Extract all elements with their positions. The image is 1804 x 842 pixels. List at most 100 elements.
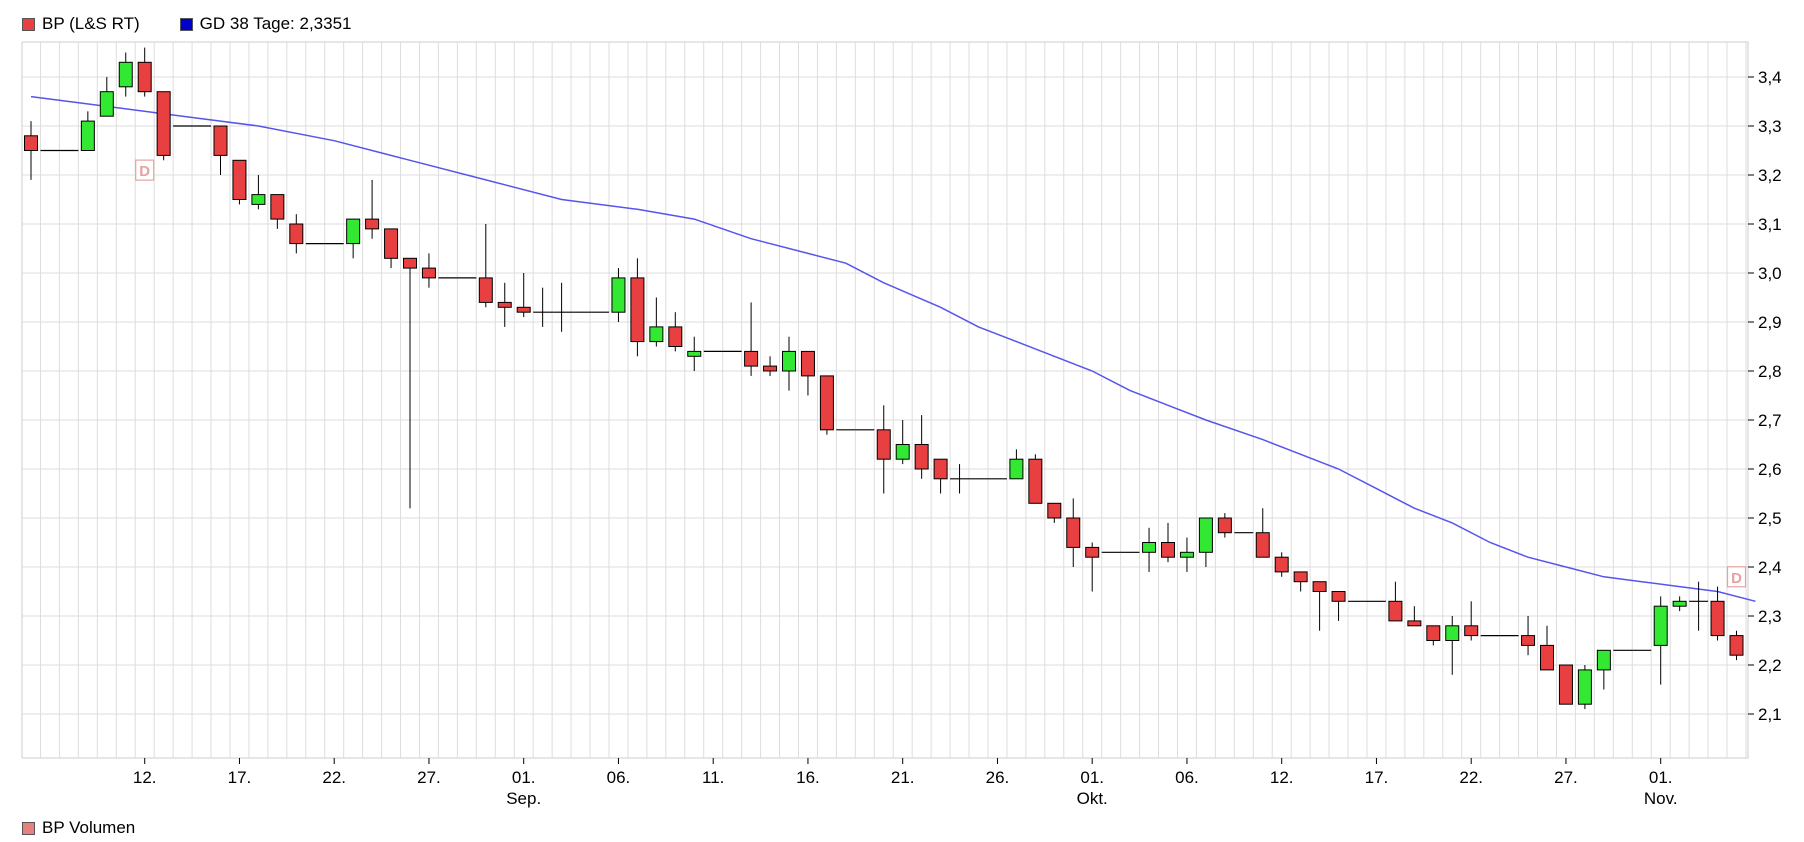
legend-swatch-ma (179, 17, 193, 31)
candle-body (156, 91, 171, 156)
candle-body (1540, 644, 1554, 671)
candle-body (1161, 542, 1175, 558)
candle-body (876, 429, 891, 460)
candle-body (213, 125, 228, 156)
candle-body (1255, 532, 1270, 558)
candle-body (1672, 600, 1687, 607)
candle-body (1047, 502, 1062, 519)
x-tick-label: 27. (417, 768, 441, 787)
candle-body (1331, 591, 1346, 602)
candle-body (232, 159, 247, 201)
y-tick-label: 3,2 (1758, 166, 1782, 185)
candle-body (118, 61, 133, 88)
candle-body (137, 61, 152, 93)
y-tick-label: 2,2 (1758, 656, 1782, 675)
y-tick-label: 2,7 (1758, 411, 1782, 430)
candle-body (1142, 542, 1157, 553)
candle-body (99, 91, 114, 117)
volume-legend[interactable]: BP Volumen (22, 818, 135, 838)
x-tick-month-label: Nov. (1644, 789, 1678, 808)
candle-body (1729, 635, 1744, 656)
candle-body (1388, 600, 1403, 622)
candle-body (1464, 625, 1479, 637)
candle-body (668, 326, 683, 347)
candle-body (1028, 458, 1043, 504)
x-tick-label: 27. (1554, 768, 1578, 787)
candle-body (1198, 517, 1213, 553)
chart-legend: BP (L&S RT) GD 38 Tage: 2,3351 (22, 14, 352, 34)
candle-body (819, 375, 834, 431)
candle-body (895, 444, 910, 460)
x-tick-month-label: Okt. (1077, 789, 1108, 808)
candle-body (800, 350, 815, 377)
candle-body (1407, 620, 1422, 627)
candle-body (251, 194, 266, 205)
dividend-marker (135, 159, 155, 181)
candle-body (1179, 551, 1194, 558)
candle-body (1521, 635, 1536, 646)
ma-line (30, 95, 1756, 603)
candle-body (1066, 517, 1081, 548)
x-tick-label: 17. (1365, 768, 1389, 787)
y-tick-label: 2,1 (1758, 705, 1782, 724)
x-tick-label: 01. (512, 768, 536, 787)
candle-body (80, 120, 95, 151)
candle-body (270, 194, 285, 220)
y-tick-label: 3,0 (1758, 264, 1782, 283)
y-tick-label: 2,4 (1758, 558, 1782, 577)
y-tick-label: 2,8 (1758, 362, 1782, 381)
legend-item-ma[interactable]: GD 38 Tage: 2,3351 (179, 14, 352, 34)
candle-body (365, 218, 380, 230)
legend-swatch-price (22, 17, 35, 31)
legend-item-price[interactable]: BP (L&S RT) (22, 14, 140, 34)
candle-body (1445, 625, 1460, 641)
candle-body (24, 135, 38, 152)
dividend-marker (1726, 566, 1747, 588)
x-tick-label: 11. (702, 768, 724, 787)
x-tick-label: 21. (891, 768, 915, 787)
candle-body (478, 277, 493, 303)
candle-body (384, 228, 399, 259)
x-tick-label: 06. (607, 768, 631, 787)
candle-body (403, 257, 417, 269)
x-tick-label: 12. (133, 768, 157, 787)
x-tick-label: 26. (986, 768, 1010, 787)
y-tick-label: 2,5 (1758, 509, 1782, 528)
dividend-marker-label: D (1731, 570, 1742, 587)
candle-body (1596, 649, 1611, 671)
x-tick-month-label: Sep. (506, 789, 541, 808)
candle-body (782, 350, 796, 372)
candle-body (1558, 664, 1573, 705)
x-tick-label: 16. (796, 768, 820, 787)
candle-body (933, 458, 948, 480)
x-tick-label: 12. (1270, 768, 1294, 787)
candle-body (1274, 556, 1289, 573)
candle-body (744, 350, 759, 367)
candle-body (497, 301, 512, 308)
candle-body (630, 277, 645, 343)
candle-body (1710, 600, 1725, 637)
candle-body (611, 277, 626, 313)
candle-body (763, 365, 778, 372)
candle-body (1293, 571, 1308, 583)
candle-body (1577, 669, 1592, 705)
candle-body (914, 444, 929, 470)
y-tick-label: 2,6 (1758, 460, 1782, 479)
candle-body (421, 267, 436, 279)
volume-legend-swatch (22, 821, 35, 835)
volume-legend-label: BP Volumen (42, 818, 136, 837)
y-tick-label: 3,4 (1758, 68, 1782, 87)
candle-body (1653, 605, 1668, 646)
x-tick-label: 22. (322, 768, 346, 787)
x-tick-label: 01. (1080, 768, 1104, 787)
candle-body (1426, 625, 1441, 641)
plot-area (21, 41, 1749, 759)
candle-body (1009, 458, 1024, 480)
legend-label-price: BP (L&S RT) (42, 14, 140, 33)
dividend-marker-label: D (139, 163, 150, 180)
y-tick-label: 3,1 (1758, 215, 1782, 234)
x-tick-label: 01. (1649, 768, 1673, 787)
x-tick-label: 17. (228, 768, 252, 787)
x-tick-label: 22. (1459, 768, 1483, 787)
